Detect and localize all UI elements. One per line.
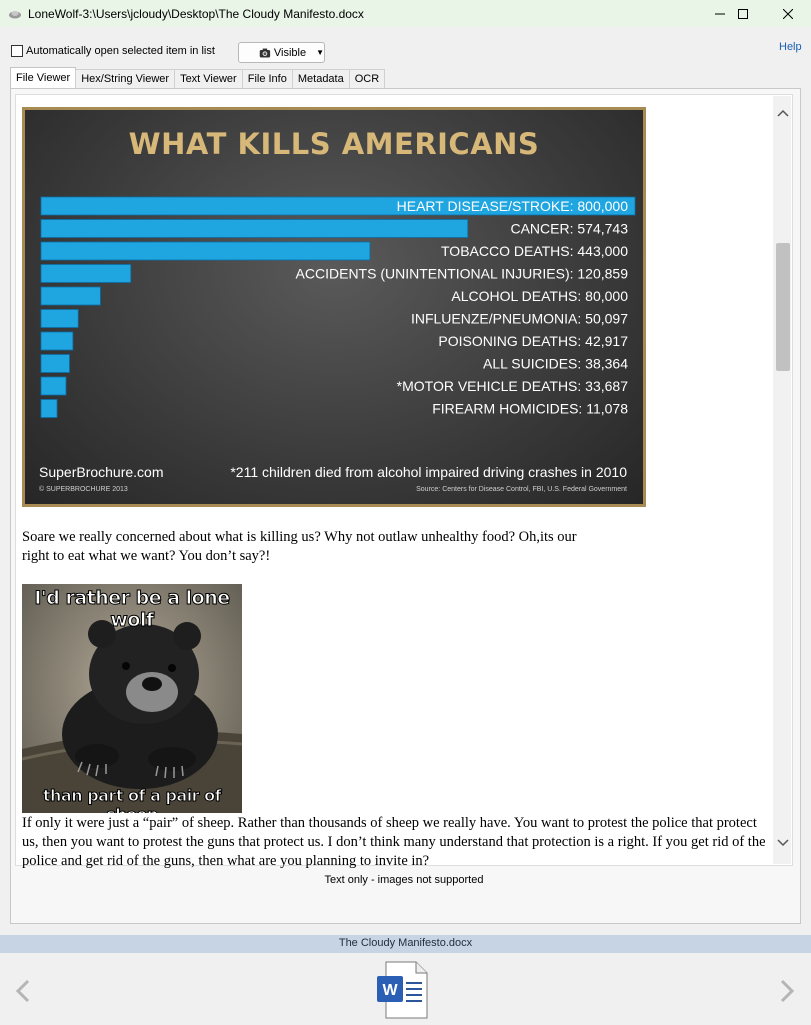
bear-illustration (22, 620, 242, 813)
chart-bar (40, 376, 67, 396)
chart-bar-label: ACCIDENTS (UNINTENTIONAL INJURIES): 120,… (296, 266, 629, 282)
scroll-up-arrow-icon[interactable] (776, 108, 790, 121)
chart-bar (40, 196, 636, 216)
viewer-tabs: File Viewer Hex/String Viewer Text Viewe… (10, 67, 386, 89)
chart-bar-label: ALL SUICIDES: 38,364 (483, 356, 628, 372)
chart-bar-label: FIREARM HOMICIDES: 11,078 (432, 401, 628, 417)
tab-file-info[interactable]: File Info (241, 69, 293, 89)
visible-label: Visible (273, 46, 307, 59)
bear-meme-image: I'd rather be a lone wolf than part of a… (22, 584, 242, 813)
chart-bar (40, 219, 469, 238)
maximize-button[interactable] (720, 0, 766, 27)
chart-bar-label: POISONING DEATHS: 42,917 (438, 333, 628, 349)
chart-bar-label: HEART DISEASE/STROKE: 800,000 (397, 198, 629, 214)
app-icon (9, 10, 21, 18)
chevron-right-icon (780, 979, 795, 1003)
chart-bar (40, 399, 58, 418)
paragraph-1: Soare we really concerned about what is … (22, 529, 577, 564)
tab-ocr[interactable]: OCR (348, 69, 386, 89)
tab-text-viewer[interactable]: Text Viewer (174, 69, 243, 89)
next-file-button[interactable] (776, 977, 798, 1008)
chart-footer-right: *211 children died from alcohol impaired… (230, 464, 627, 480)
infographic-image: WHAT KILLS AMERICANS HEART DISEASE/STROK… (22, 107, 646, 507)
tab-file-viewer[interactable]: File Viewer (10, 67, 77, 89)
chart-bar-label: INFLUENZE/PNEUMONIA: 50,097 (411, 311, 628, 327)
close-button[interactable] (765, 0, 811, 27)
close-icon (783, 8, 793, 19)
chevron-down-icon: ▼ (316, 48, 324, 57)
chart-bar-label: ALCOHOL DEATHS: 80,000 (451, 288, 628, 304)
visible-dropdown[interactable]: Visible ▼ (238, 42, 325, 63)
auto-open-checkbox[interactable] (11, 45, 23, 57)
chart-bar (40, 354, 70, 373)
window-title: LoneWolf-3:\Users\jcloudy\Desktop\The Cl… (28, 6, 364, 21)
auto-open-label: Automatically open selected item in list (26, 45, 215, 57)
paragraph-2: If only it were just a “pair” of sheep. … (22, 815, 766, 869)
svg-text:W: W (382, 982, 398, 999)
word-document-icon: W (376, 961, 428, 1022)
tab-hex-string-viewer[interactable]: Hex/String Viewer (75, 69, 176, 89)
title-bar: LoneWolf-3:\Users\jcloudy\Desktop\The Cl… (0, 0, 811, 27)
maximize-icon (738, 8, 748, 19)
chart-bar-label: *MOTOR VEHICLE DEATHS: 33,687 (397, 378, 629, 394)
scroll-thumb[interactable] (776, 243, 790, 371)
bar-chart: HEART DISEASE/STROKE: 800,000 CANCER: 574… (40, 196, 636, 418)
current-filename: The Cloudy Manifesto.docx (0, 935, 811, 953)
minimize-button[interactable] (697, 0, 743, 27)
help-link[interactable]: Help (779, 41, 802, 53)
chart-footer-left-small: © SUPERBROCHURE 2013 (39, 486, 128, 493)
previous-file-button[interactable] (12, 977, 34, 1008)
meme-bottom-text: than part of a pair of sheep (42, 786, 222, 814)
chart-footer-right-small: Source: Centers for Disease Control, FBI… (416, 486, 627, 493)
chart-bar (40, 286, 101, 306)
tab-metadata[interactable]: Metadata (291, 69, 350, 89)
viewer-status: Text only - images not supported (324, 874, 484, 886)
vertical-scrollbar[interactable] (773, 96, 791, 864)
chart-footer-left: SuperBrochure.com (39, 464, 164, 480)
camera-icon (259, 48, 271, 57)
chart-bar (40, 331, 74, 351)
meme-top-text: I'd rather be a lone wolf (34, 587, 231, 632)
chart-bar-label: CANCER: 574,743 (510, 221, 628, 237)
chevron-left-icon (15, 979, 30, 1003)
chart-bar (40, 264, 132, 283)
scroll-down-arrow-icon[interactable] (776, 838, 790, 851)
chart-bar (40, 309, 79, 328)
chart-bar-label: TOBACCO DEATHS: 443,000 (441, 243, 628, 259)
minimize-icon (715, 13, 725, 14)
chart-bar (40, 241, 371, 261)
chart-title: WHAT KILLS AMERICANS (128, 127, 540, 161)
